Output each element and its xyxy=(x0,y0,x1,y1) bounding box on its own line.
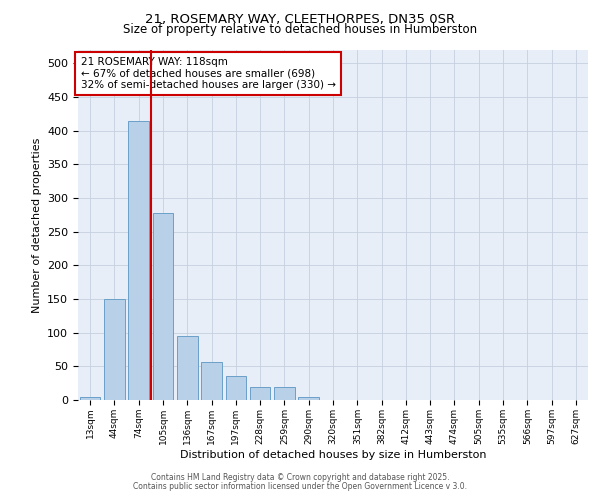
Bar xyxy=(152,213,173,400)
Text: 21, ROSEMARY WAY, CLEETHORPES, DN35 0SR: 21, ROSEMARY WAY, CLEETHORPES, DN35 0SR xyxy=(145,12,455,26)
Text: Contains HM Land Registry data © Crown copyright and database right 2025.: Contains HM Land Registry data © Crown c… xyxy=(151,472,449,482)
Y-axis label: Number of detached properties: Number of detached properties xyxy=(32,138,41,312)
X-axis label: Distribution of detached houses by size in Humberston: Distribution of detached houses by size … xyxy=(180,450,486,460)
Bar xyxy=(104,299,125,400)
Text: 21 ROSEMARY WAY: 118sqm
← 67% of detached houses are smaller (698)
32% of semi-d: 21 ROSEMARY WAY: 118sqm ← 67% of detache… xyxy=(80,57,335,90)
Bar xyxy=(274,386,295,400)
Text: Size of property relative to detached houses in Humberston: Size of property relative to detached ho… xyxy=(123,22,477,36)
Bar xyxy=(177,336,197,400)
Bar xyxy=(128,120,149,400)
Bar xyxy=(250,386,271,400)
Bar xyxy=(226,376,246,400)
Bar xyxy=(80,396,100,400)
Text: Contains public sector information licensed under the Open Government Licence v : Contains public sector information licen… xyxy=(133,482,467,491)
Bar xyxy=(201,362,222,400)
Bar xyxy=(298,396,319,400)
